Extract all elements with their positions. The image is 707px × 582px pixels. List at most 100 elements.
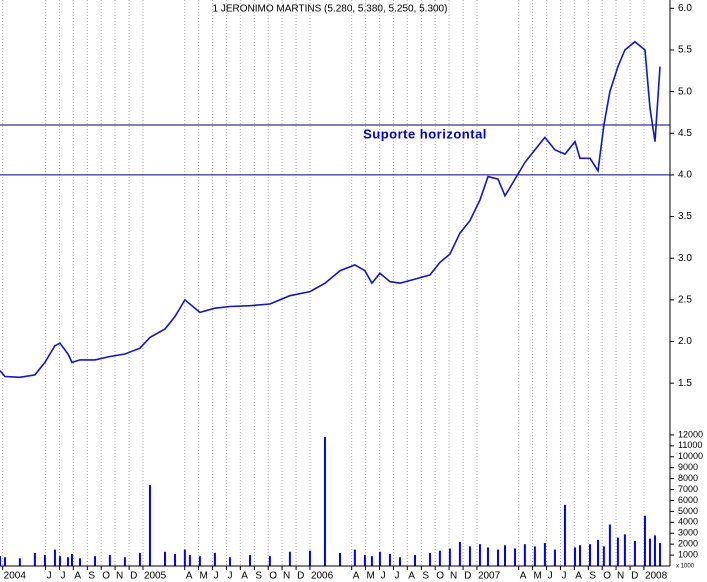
- x-tick-label: D: [130, 571, 137, 582]
- x-tick-label: A: [353, 571, 360, 582]
- volume-bar: [339, 552, 342, 566]
- x-tick-label: S: [88, 571, 95, 582]
- x-tick-label: S: [589, 571, 596, 582]
- x-tick-label: N: [283, 571, 290, 582]
- volume-bar: [602, 546, 605, 566]
- y-tick-label: 7000: [678, 484, 698, 494]
- volume-bar: [623, 534, 626, 566]
- x-tick-label: A: [575, 571, 582, 582]
- volume-bar: [33, 552, 36, 566]
- y-tick-label: 5.5: [678, 45, 692, 56]
- x-tick-label: M: [534, 571, 542, 582]
- volume-bar: [58, 556, 61, 566]
- x-tick-label: O: [269, 571, 277, 582]
- y-tick-label: 11000: [678, 440, 702, 450]
- volume-bar: [70, 553, 73, 566]
- annotation: Suporte horizontal: [363, 126, 487, 141]
- x-tick-label: J: [227, 571, 232, 582]
- volume-bar: [94, 556, 97, 566]
- x-tick-label: J: [561, 571, 566, 582]
- x-tick-label: N: [450, 571, 457, 582]
- volume-bar: [198, 556, 201, 566]
- volume-bar: [486, 547, 489, 566]
- x-tick-label: N: [617, 571, 624, 582]
- volume-bar: [533, 546, 536, 566]
- volume-unit: x 1000: [676, 564, 695, 570]
- volume-bar: [163, 551, 166, 566]
- volume-bar: [597, 539, 600, 566]
- y-tick-label: 6.0: [678, 3, 692, 14]
- x-tick-label: A: [520, 571, 527, 582]
- volume-bar: [308, 550, 311, 566]
- y-tick-label: 10000: [678, 451, 703, 461]
- volume-bar: [43, 555, 46, 566]
- volume-bar: [148, 485, 151, 566]
- x-tick-label: 2005: [144, 571, 167, 582]
- x-tick-label: S: [255, 571, 262, 582]
- volume-bar: [448, 548, 451, 566]
- volume-bar: [514, 548, 517, 566]
- volume-bar: [4, 557, 7, 566]
- y-tick-label: 9000: [678, 462, 698, 472]
- volume-bar: [370, 556, 373, 566]
- volume-bar: [378, 551, 381, 566]
- price-line: [0, 40, 661, 379]
- volume-bar: [458, 541, 461, 566]
- y-tick-label: 2.5: [678, 295, 692, 306]
- volume-bar: [523, 544, 526, 566]
- volume-bar: [188, 555, 191, 566]
- volume-bar: [553, 549, 556, 566]
- volume-bar: [18, 558, 21, 566]
- volume-bar: [658, 543, 661, 566]
- volume-bar: [543, 543, 546, 566]
- volume-bar: [633, 540, 636, 566]
- volume-bar: [138, 552, 141, 566]
- y-tick-label: 4.5: [678, 128, 692, 139]
- volume-bar: [288, 551, 291, 566]
- x-tick-label: A: [186, 571, 193, 582]
- x-tick-label: O: [436, 571, 444, 582]
- x-tick-label: M: [367, 571, 375, 582]
- y-tick-label: 5.0: [678, 86, 692, 97]
- x-tick-label: S: [422, 571, 429, 582]
- y-tick-label: 1.5: [678, 378, 692, 389]
- volume-bar: [353, 549, 356, 566]
- y-tick-label: 3.5: [678, 211, 692, 222]
- volume-bar: [248, 555, 251, 566]
- x-tick-label: A: [241, 571, 248, 582]
- volume-bar: [228, 557, 231, 566]
- volume-bar: [123, 557, 126, 566]
- y-tick-label: 2.0: [678, 336, 692, 347]
- volume-bar: [174, 553, 177, 566]
- volume-bar: [429, 552, 432, 566]
- x-tick-label: M: [200, 571, 208, 582]
- x-tick-label: N: [116, 571, 123, 582]
- volume-bar: [78, 558, 81, 566]
- x-tick-label: D: [297, 571, 304, 582]
- volume-bar: [478, 544, 481, 566]
- volume-bar: [616, 537, 619, 566]
- x-tick-label: D: [631, 571, 638, 582]
- x-tick-label: J: [214, 571, 219, 582]
- y-tick-label: 1000: [678, 549, 698, 559]
- volume-bar: [653, 535, 656, 566]
- x-tick-label: J: [47, 571, 52, 582]
- volume-bar: [608, 524, 611, 566]
- x-tick-label: A: [408, 571, 415, 582]
- volume-bar: [66, 557, 69, 566]
- x-tick-label: O: [102, 571, 110, 582]
- volume-bar: [388, 553, 391, 566]
- chart-title: 1 JERONIMO MARTINS (5.280, 5.380, 5.250,…: [213, 4, 448, 15]
- x-tick-label: 2006: [311, 571, 334, 582]
- volume-bar: [468, 546, 471, 566]
- volume-bar: [363, 555, 366, 566]
- y-tick-label: 12000: [678, 429, 703, 439]
- y-tick-label: 6000: [678, 495, 698, 505]
- x-tick-label: A: [74, 571, 81, 582]
- x-tick-label: O: [603, 571, 611, 582]
- volume-bar: [563, 504, 566, 566]
- volume-bar: [108, 555, 111, 566]
- y-tick-label: 4.0: [678, 170, 692, 181]
- volume-bar: [398, 557, 401, 566]
